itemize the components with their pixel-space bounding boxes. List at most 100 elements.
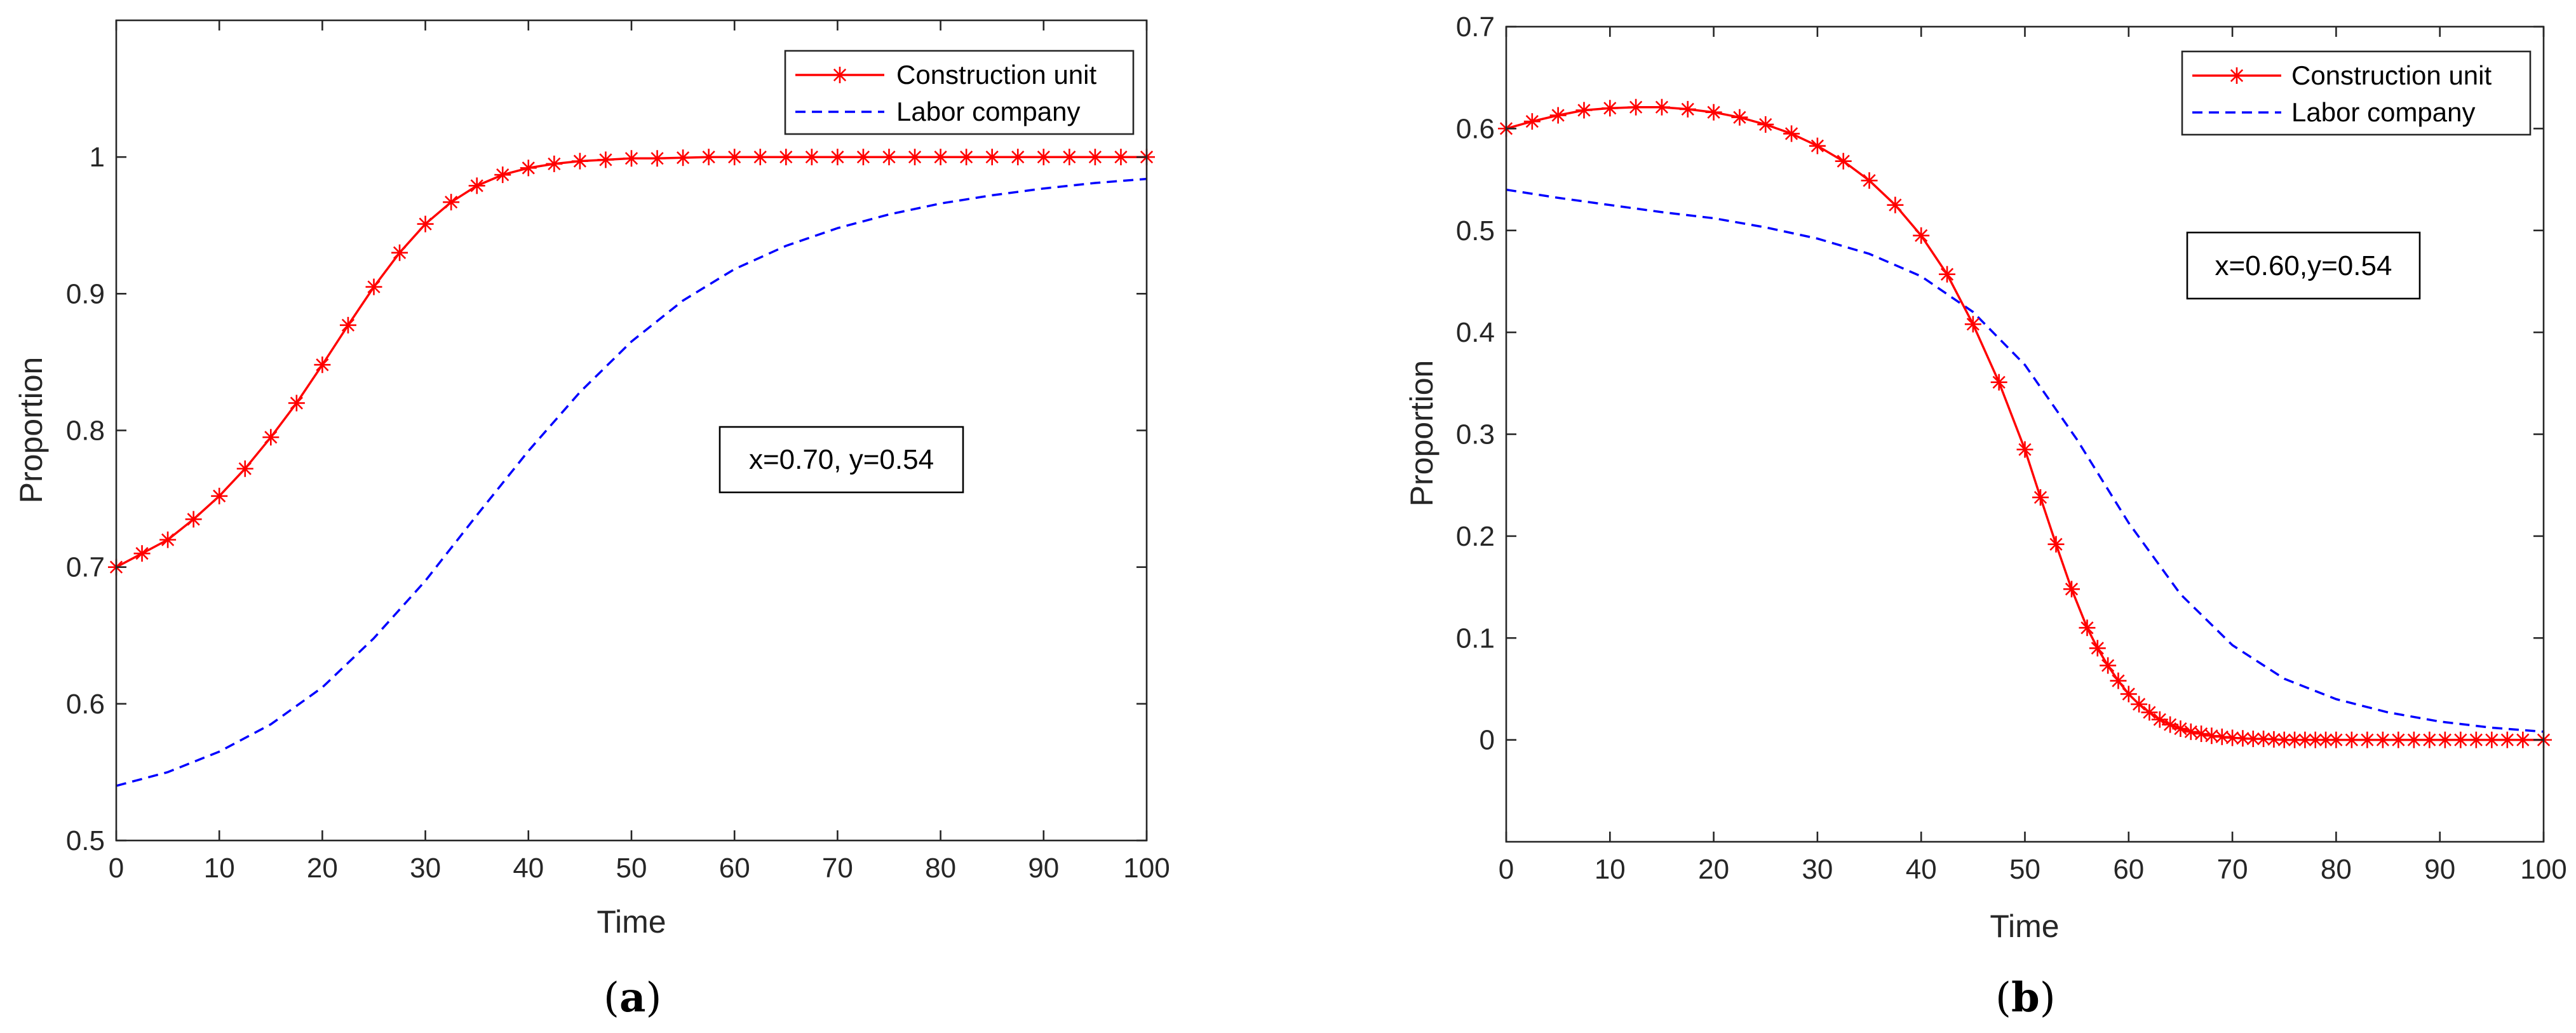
chart-b-data-point-construction-unit bbox=[2120, 685, 2137, 703]
chart-a-x-tick-label: 100 bbox=[1123, 853, 1170, 884]
chart-a-panel-label: (a) bbox=[604, 974, 661, 1022]
chart-a-y-tick-label: 0.6 bbox=[66, 689, 105, 720]
chart-b-y-tick-label: 0 bbox=[1480, 725, 1495, 756]
chart-b-x-tick-label: 100 bbox=[2520, 854, 2566, 885]
chart-a-data-point-construction-unit bbox=[159, 531, 177, 548]
chart-b-data-point-construction-unit bbox=[1731, 109, 1748, 126]
chart-a-data-point-construction-unit bbox=[854, 149, 872, 166]
chart-b-data-point-construction-unit bbox=[1602, 100, 1619, 117]
chart-a-data-point-construction-unit bbox=[700, 149, 717, 166]
chart-a-data-point-construction-unit bbox=[365, 278, 382, 295]
chart-b-x-tick-label: 10 bbox=[1595, 854, 1626, 885]
chart-b-data-point-construction-unit bbox=[1628, 98, 1645, 116]
chart-b-annotation-text: x=0.60,y=0.54 bbox=[2215, 250, 2392, 281]
chart-b-data-point-construction-unit bbox=[2374, 731, 2391, 748]
chart-a-data-point-construction-unit bbox=[803, 149, 820, 166]
chart-a-data-point-construction-unit bbox=[1112, 149, 1130, 166]
chart-a-data-point-construction-unit bbox=[468, 177, 485, 194]
chart-b-legend-label-labor-company: Labor company bbox=[2291, 97, 2476, 127]
chart-b-x-tick-label: 30 bbox=[1802, 854, 1833, 885]
chart-b-y-tick-label: 0.6 bbox=[1456, 113, 1495, 144]
chart-b-data-point-construction-unit bbox=[2276, 731, 2293, 748]
chart-a-x-tick-label: 90 bbox=[1028, 853, 1059, 884]
chart-a-y-tick-label: 0.5 bbox=[66, 825, 105, 856]
chart-a-data-point-construction-unit bbox=[443, 194, 460, 211]
chart-b-data-point-construction-unit bbox=[2224, 729, 2241, 746]
chart-a-data-point-construction-unit bbox=[932, 149, 949, 166]
chart-b-data-point-construction-unit bbox=[2452, 731, 2469, 748]
chart-a-data-point-construction-unit bbox=[597, 151, 614, 168]
chart-b-data-point-construction-unit bbox=[2079, 619, 2096, 637]
chart-b-x-tick-label: 0 bbox=[1499, 854, 1514, 885]
chart-b-x-tick-label: 20 bbox=[1698, 854, 1729, 885]
chart-a-data-point-construction-unit bbox=[726, 149, 743, 166]
chart-a-data-point-construction-unit bbox=[571, 152, 588, 170]
chart-a-legend-label-labor-company: Labor company bbox=[896, 97, 1081, 126]
chart-a-data-point-construction-unit bbox=[314, 356, 331, 374]
chart-b-legend-label-construction-unit: Construction unit bbox=[2291, 60, 2492, 90]
chart-b-data-point-construction-unit bbox=[1575, 102, 1593, 119]
chart-b-data-point-construction-unit bbox=[1783, 125, 1800, 142]
chart-a-x-tick-label: 70 bbox=[822, 853, 853, 884]
chart-b-data-point-construction-unit bbox=[2047, 536, 2065, 553]
chart-b-data-point-construction-unit bbox=[1705, 104, 1722, 121]
chart-b-data-point-construction-unit bbox=[1809, 137, 1826, 154]
chart-a-data-point-construction-unit bbox=[649, 150, 666, 167]
chart-a-legend: Construction unit Labor company bbox=[784, 50, 1135, 135]
chart-b-data-point-construction-unit bbox=[1523, 113, 1541, 130]
chart-a-data-point-construction-unit bbox=[907, 149, 924, 166]
chart-b-x-tick-label: 70 bbox=[2217, 854, 2248, 885]
chart-a-marks bbox=[108, 149, 1155, 787]
chart-a-x-tick-label: 10 bbox=[204, 853, 235, 884]
chart-b-legend-box bbox=[2181, 50, 2532, 136]
chart-a-x-tick-label: 50 bbox=[616, 853, 647, 884]
chart-b-marks bbox=[1498, 98, 2552, 748]
chart-a-data-point-construction-unit bbox=[778, 149, 795, 166]
chart-b-data-point-construction-unit bbox=[2131, 696, 2148, 713]
chart-b-data-point-construction-unit bbox=[2405, 731, 2422, 748]
chart-b-data-point-construction-unit bbox=[1964, 316, 1981, 333]
chart-a-x-axis-label: Time bbox=[597, 904, 666, 940]
chart-b-data-point-construction-unit bbox=[2032, 489, 2049, 506]
chart-a-data-point-construction-unit bbox=[1086, 149, 1103, 166]
chart-b-data-point-construction-unit bbox=[2483, 731, 2500, 748]
chart-a-x-tick-label: 80 bbox=[925, 853, 956, 884]
chart-a-series-line-construction-unit bbox=[116, 156, 1147, 569]
chart-b-data-point-construction-unit bbox=[2172, 720, 2189, 737]
chart-b-data-point-construction-unit bbox=[2421, 731, 2438, 748]
chart-a-x-tick-label: 30 bbox=[410, 853, 441, 884]
chart-b-data-point-construction-unit bbox=[1939, 266, 1956, 283]
chart-a-x-tick-label: 60 bbox=[719, 853, 750, 884]
chart-a-annotation: x=0.70, y=0.54 bbox=[718, 426, 964, 494]
chart-a-panel-letter: a bbox=[619, 974, 645, 1022]
chart-a-data-point-construction-unit bbox=[623, 150, 640, 167]
chart-a-legend-box bbox=[784, 50, 1135, 135]
chart-b-annotation-box bbox=[2186, 231, 2421, 300]
chart-b-data-point-construction-unit bbox=[2151, 711, 2168, 728]
chart-b-data-point-construction-unit bbox=[2141, 704, 2158, 721]
chart-b-data-point-construction-unit bbox=[1679, 100, 1696, 118]
chart-a-annotation-box bbox=[718, 426, 964, 494]
chart-b-data-point-construction-unit bbox=[2390, 731, 2407, 748]
chart-b-data-point-construction-unit bbox=[2244, 731, 2262, 748]
chart-b-y-tick-label: 0.3 bbox=[1456, 419, 1495, 450]
chart-b-series-line-labor-company bbox=[1506, 188, 2544, 733]
chart-b-data-point-construction-unit bbox=[2436, 731, 2453, 748]
chart-a-data-point-construction-unit bbox=[1035, 149, 1052, 166]
chart-b-legend: Construction unit Labor company bbox=[2181, 50, 2532, 136]
chart-a-data-point-construction-unit bbox=[983, 149, 1001, 166]
chart-a-data-point-construction-unit bbox=[262, 429, 280, 446]
chart-a-data-point-construction-unit bbox=[1061, 149, 1078, 166]
chart-b-data-point-construction-unit bbox=[2514, 731, 2532, 748]
chart-a-y-tick-label: 0.8 bbox=[66, 415, 105, 447]
chart-a-data-point-construction-unit bbox=[391, 244, 408, 261]
chart-b-x-axis-label: Time bbox=[1990, 908, 2059, 944]
chart-b-data-point-construction-unit bbox=[2213, 728, 2230, 745]
chart-a-y-tick-label: 0.7 bbox=[66, 552, 105, 583]
chart-b-x-tick-label: 80 bbox=[2321, 854, 2352, 885]
chart-b-data-point-construction-unit bbox=[2063, 581, 2080, 598]
chart-a-data-point-construction-unit bbox=[1009, 149, 1027, 166]
chart-b-data-point-construction-unit bbox=[2182, 723, 2199, 740]
chart-a-data-point-construction-unit bbox=[494, 166, 511, 184]
